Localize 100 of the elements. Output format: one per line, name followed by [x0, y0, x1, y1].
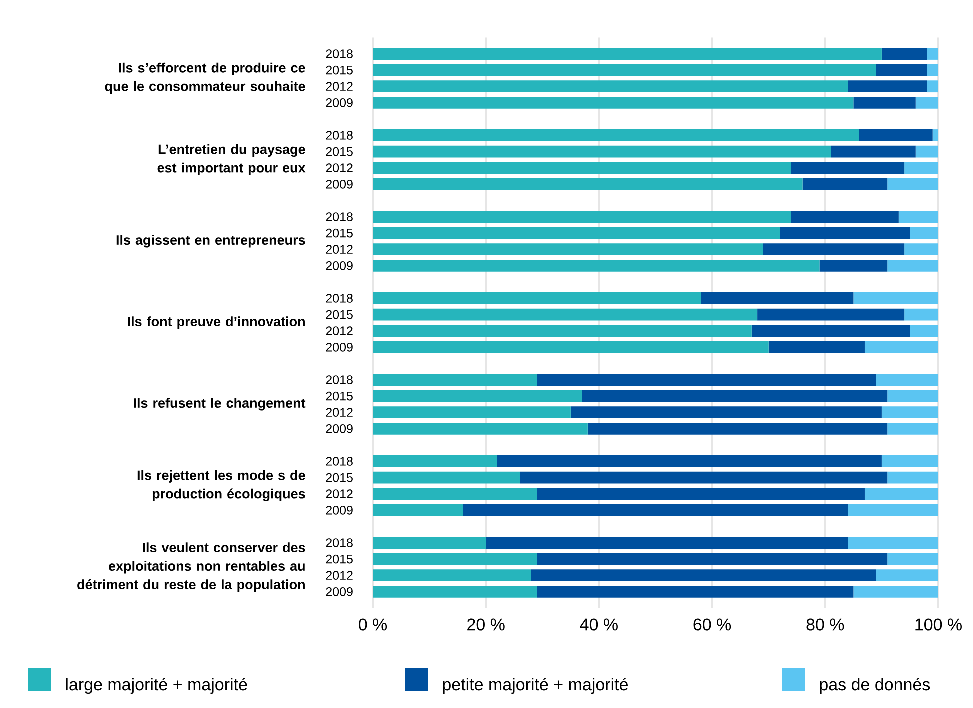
- bar: [373, 341, 769, 354]
- bar: [854, 292, 938, 304]
- legend-label: petite majorité + majorité: [443, 678, 628, 694]
- bar: [373, 586, 537, 598]
- y-tick-label: 2012: [326, 408, 353, 418]
- y-tick-label: 2018: [326, 212, 353, 222]
- y-tick-label: 2018: [326, 457, 353, 466]
- bar: [904, 244, 938, 256]
- y-tick-label: 2015: [326, 310, 353, 320]
- bar: [373, 211, 792, 223]
- y-tick-label: 2012: [326, 571, 353, 580]
- y-tick-label: 2015: [326, 66, 353, 75]
- bar: [373, 244, 764, 256]
- bar: [876, 374, 938, 386]
- bar: [888, 422, 938, 435]
- x-tick-label: 100 %: [916, 618, 962, 631]
- bar: [888, 472, 938, 484]
- y-tick-label: 2012: [326, 82, 353, 92]
- bar: [373, 64, 876, 76]
- y-tick-label: 2012: [326, 326, 353, 336]
- y-tick-label: 2018: [326, 294, 353, 303]
- bar: [537, 488, 865, 500]
- bar: [927, 80, 938, 93]
- y-tick-label: 2012: [326, 490, 353, 499]
- bar: [791, 162, 905, 174]
- y-tick-label: 2009: [326, 587, 353, 596]
- y-tick-label: 2015: [326, 147, 353, 156]
- bar: [373, 472, 520, 484]
- bar: [848, 504, 938, 516]
- bar: [373, 178, 803, 190]
- bar: [864, 341, 938, 354]
- y-tick-label: 2018: [326, 131, 353, 140]
- x-tick-label: 40 %: [580, 618, 618, 631]
- y-tick-label: 2015: [326, 473, 353, 482]
- bar: [373, 570, 532, 582]
- bar: [373, 390, 582, 402]
- bar: [373, 96, 854, 109]
- bar: [537, 374, 876, 386]
- bar: [373, 456, 498, 468]
- bar: [373, 227, 780, 240]
- bar: [373, 308, 758, 321]
- bar: [588, 422, 888, 435]
- bar: [463, 504, 848, 516]
- bar: [373, 488, 537, 500]
- bar: [570, 406, 882, 419]
- bar: [373, 325, 752, 338]
- bar: [700, 292, 854, 304]
- text: Ils s’efforcent de produire ce que le consommateur souhaite: [105, 62, 306, 94]
- y-tick-label: 2018: [326, 50, 353, 58]
- bar: [888, 390, 938, 402]
- bar: [373, 146, 832, 158]
- legend-label: large majorité + majorité: [66, 678, 248, 694]
- bar: [882, 456, 938, 468]
- bar: [910, 325, 938, 338]
- bar: [373, 162, 792, 174]
- legend-label: pas de donnés: [820, 678, 930, 694]
- y-tick-label: 2015: [326, 392, 353, 401]
- bar: [888, 553, 938, 566]
- x-tick-label: 60 %: [694, 618, 732, 631]
- bar: [888, 260, 938, 272]
- bar: [916, 146, 938, 158]
- bar: [373, 260, 820, 272]
- bar: [882, 406, 938, 419]
- text: Ils veulent conserver des exploitations non rentables au détriment du reste de la population: [78, 542, 306, 592]
- bar: [537, 553, 888, 566]
- y-tick-label: 2009: [326, 98, 353, 108]
- bar: [758, 308, 905, 321]
- bar: [898, 211, 938, 223]
- bar: [932, 130, 938, 142]
- text: L’entretien du paysage est important pour eux: [158, 144, 306, 176]
- bar: [848, 80, 928, 93]
- bar: [904, 308, 938, 321]
- bar: [904, 162, 938, 174]
- bar: [791, 211, 899, 223]
- x-tick-label: 20 %: [468, 618, 505, 631]
- bar: [373, 130, 860, 142]
- bar: [802, 178, 888, 190]
- bar: [768, 341, 865, 354]
- bar: [763, 244, 905, 256]
- bar: [831, 146, 916, 158]
- bar: [582, 390, 888, 402]
- text: Ils agissent en entrepreneurs: [116, 235, 306, 248]
- y-tick-label: 2009: [326, 424, 353, 434]
- bar: [882, 48, 928, 60]
- y-tick-label: 2009: [326, 180, 353, 189]
- text: Ils font preuve d’innovation: [128, 316, 305, 330]
- bar: [927, 48, 938, 60]
- bar: [537, 586, 854, 598]
- bar: [497, 456, 882, 468]
- x-tick-label: 80 %: [806, 618, 844, 631]
- bar: [859, 130, 933, 142]
- y-tick-label: 2015: [326, 228, 353, 238]
- bar: [373, 422, 588, 435]
- x-tick-label: 0 %: [359, 618, 388, 631]
- bar: [520, 472, 888, 484]
- bar: [820, 260, 888, 272]
- bar: [752, 325, 910, 338]
- y-tick-label: 2018: [326, 538, 353, 548]
- bar: [373, 292, 701, 304]
- text: Ils rejettent les mode s de production écologiques: [138, 470, 306, 502]
